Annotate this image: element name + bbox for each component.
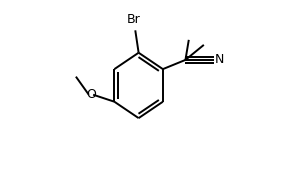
Text: Br: Br <box>127 13 140 27</box>
Text: O: O <box>86 88 96 101</box>
Text: N: N <box>215 53 224 66</box>
